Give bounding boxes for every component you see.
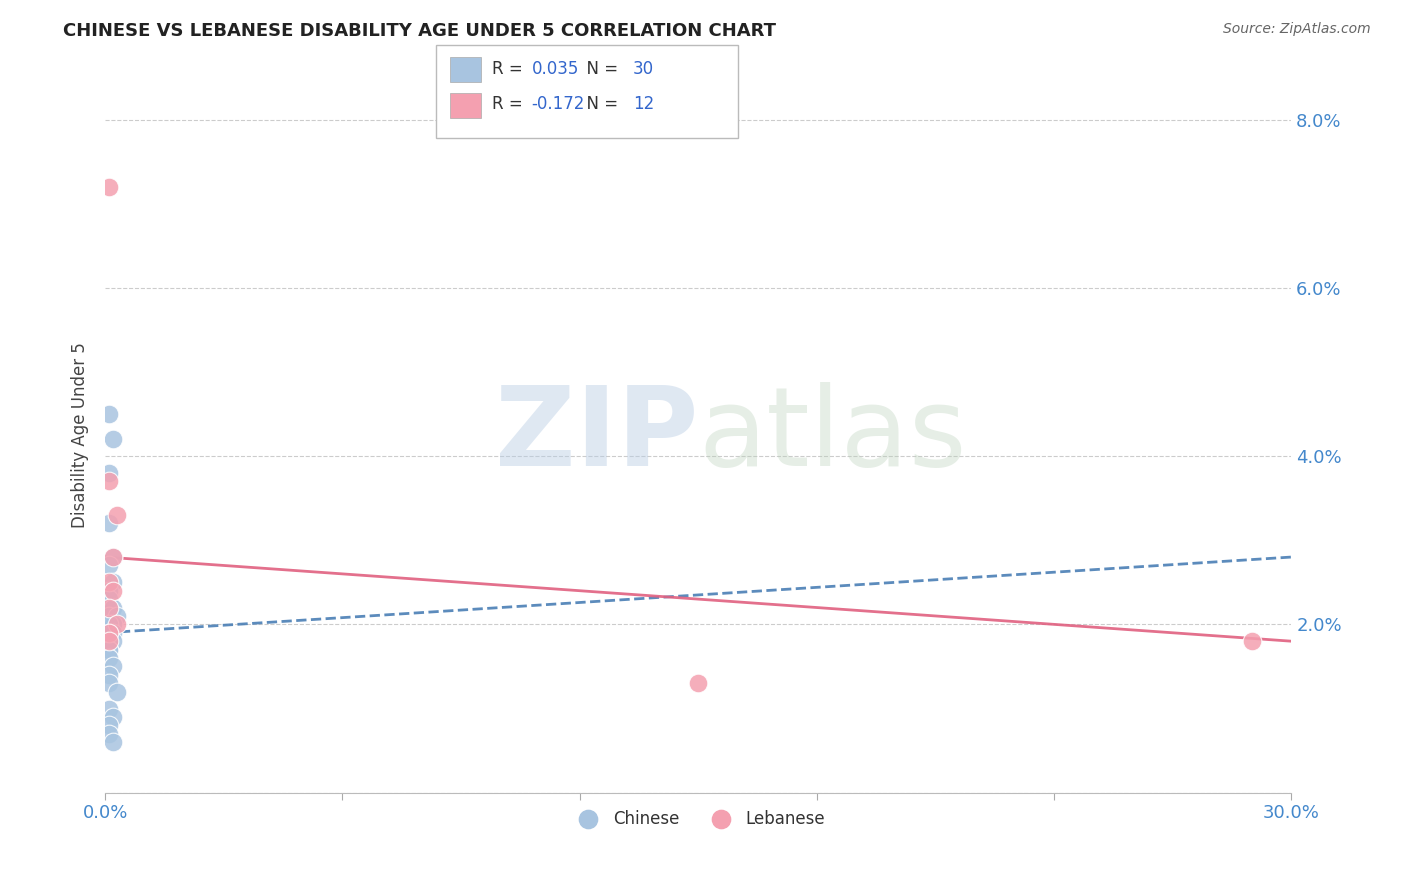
Text: Source: ZipAtlas.com: Source: ZipAtlas.com (1223, 22, 1371, 37)
Point (101, 625, 124, 640)
Point (105, 508, 128, 522)
Text: 0.035: 0.035 (531, 60, 579, 78)
Point (98, 609, 121, 624)
Point (98, 179, 121, 194)
Point (98, 558, 121, 573)
Point (98, 727, 121, 741)
Text: R =: R = (492, 60, 529, 78)
Point (101, 583, 124, 598)
Point (98, 575, 121, 590)
Point (101, 550, 124, 565)
Point (101, 634, 124, 648)
Text: atlas: atlas (699, 382, 967, 489)
Point (98, 617, 121, 632)
Point (98, 676, 121, 690)
Point (105, 609, 128, 624)
Point (105, 617, 128, 632)
Point (98, 718, 121, 732)
Legend: Chinese, Lebanese: Chinese, Lebanese (564, 803, 832, 834)
Point (98, 651, 121, 665)
Point (98, 592, 121, 607)
Point (98, 516, 121, 531)
Text: R =: R = (492, 95, 529, 113)
Point (688, 676, 710, 690)
Point (98, 407, 121, 421)
Text: ZIP: ZIP (495, 382, 699, 489)
Point (98, 600, 121, 615)
Point (101, 659, 124, 673)
Point (105, 684, 128, 698)
Text: N =: N = (576, 95, 624, 113)
Point (98, 668, 121, 682)
Point (98, 466, 121, 480)
Point (98, 625, 121, 640)
Point (101, 432, 124, 446)
Point (98, 642, 121, 657)
Point (98, 701, 121, 715)
Text: 30: 30 (633, 60, 654, 78)
Point (101, 550, 124, 565)
Point (101, 575, 124, 590)
Y-axis label: Disability Age Under 5: Disability Age Under 5 (72, 343, 89, 528)
Point (1240, 634, 1263, 648)
Point (101, 735, 124, 749)
Point (101, 600, 124, 615)
Point (101, 710, 124, 724)
Point (101, 617, 124, 632)
Point (98, 625, 121, 640)
Text: CHINESE VS LEBANESE DISABILITY AGE UNDER 5 CORRELATION CHART: CHINESE VS LEBANESE DISABILITY AGE UNDER… (63, 22, 776, 40)
Point (98, 642, 121, 657)
Point (98, 634, 121, 648)
Point (98, 634, 121, 648)
Point (98, 583, 121, 598)
Text: 12: 12 (633, 95, 654, 113)
Text: N =: N = (576, 60, 624, 78)
Text: -0.172: -0.172 (531, 95, 585, 113)
Point (98, 475, 121, 489)
